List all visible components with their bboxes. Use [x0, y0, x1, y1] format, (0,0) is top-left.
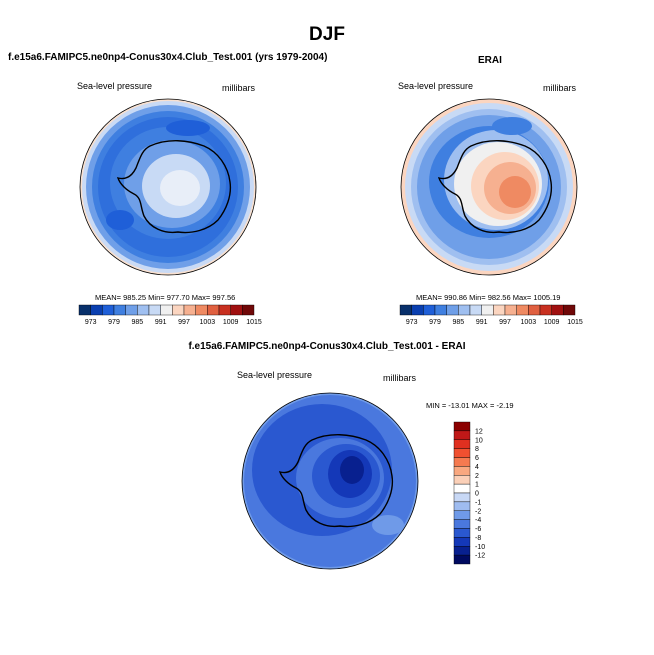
- colorbar-tick-label: 6: [475, 455, 479, 462]
- colorbar-swatch: [125, 304, 138, 316]
- model-variable-label: Sea-level pressure: [77, 81, 153, 91]
- obs-panel-title: ERAI: [478, 55, 502, 66]
- obs-variable-label: Sea-level pressure: [398, 81, 474, 91]
- diff-panel-title: f.e15a6.FAMIPC5.ne0np4-Conus30x4.Club_Te…: [188, 341, 466, 352]
- colorbar-tick-label: 985: [452, 319, 464, 326]
- colorbar-swatch: [411, 304, 424, 316]
- model-colorbar: 973 979 985 991 997 1003 1009 1015: [78, 304, 262, 326]
- colorbar-swatch: [218, 304, 231, 316]
- colorbar-tick-label: 985: [131, 319, 143, 326]
- colorbar-swatch: [453, 421, 471, 432]
- colorbar-swatch: [528, 304, 541, 316]
- model-panel-title: f.e15a6.FAMIPC5.ne0np4-Conus30x4.Club_Te…: [8, 52, 328, 63]
- colorbar-swatch: [516, 304, 529, 316]
- colorbar-swatch: [551, 304, 564, 316]
- colorbar-tick-label: 973: [85, 319, 97, 326]
- diff-stats: MIN = -13.01 MAX = -2.19: [426, 401, 514, 410]
- colorbar-tick-label: 10: [475, 437, 483, 444]
- colorbar-swatch: [453, 510, 471, 520]
- colorbar-tick-label: 8: [475, 446, 479, 453]
- colorbar-swatch: [453, 466, 471, 476]
- colorbar-swatch: [504, 304, 517, 316]
- diff-units-label: millibars: [383, 373, 417, 383]
- colorbar-swatch: [539, 304, 552, 316]
- colorbar-swatch: [453, 519, 471, 529]
- colorbar-swatch: [137, 304, 150, 316]
- colorbar-swatch: [172, 304, 185, 316]
- colorbar-swatch: [78, 304, 91, 316]
- colorbar-tick-label: 4: [475, 464, 479, 471]
- colorbar-swatch: [453, 483, 471, 494]
- colorbar-swatch: [453, 430, 471, 440]
- colorbar-tick-label: -4: [475, 517, 481, 524]
- colorbar-tick-label: -1: [475, 499, 481, 506]
- colorbar-tick-label: 1009: [223, 319, 239, 326]
- colorbar-swatch: [453, 492, 471, 503]
- colorbar-swatch: [453, 439, 471, 449]
- colorbar-tick-label: 12: [475, 428, 483, 435]
- colorbar-swatch: [453, 528, 471, 538]
- colorbar-swatch: [90, 304, 103, 316]
- colorbar-tick-label: -6: [475, 526, 481, 533]
- colorbar-swatch: [207, 304, 220, 316]
- model-stats: MEAN= 985.25 Min= 977.70 Max= 997.56: [95, 293, 236, 302]
- colorbar-tick-label: 997: [499, 319, 511, 326]
- colorbar-tick-label: 2: [475, 473, 479, 480]
- obs-stats: MEAN= 990.86 Min= 982.56 Max= 1005.19: [416, 293, 561, 302]
- colorbar-tick-label: -8: [475, 535, 481, 542]
- model-units-label: millibars: [222, 83, 256, 93]
- model-map: [79, 98, 257, 276]
- diff-map: [241, 392, 419, 570]
- colorbar-swatch: [446, 304, 459, 316]
- colorbar-swatch: [160, 304, 173, 316]
- colorbar-swatch: [434, 304, 447, 316]
- colorbar-swatch: [195, 304, 208, 316]
- colorbar-swatch: [242, 304, 255, 316]
- colorbar-swatch: [183, 304, 196, 316]
- colorbar-tick-label: 979: [429, 319, 441, 326]
- colorbar-swatch: [148, 304, 161, 316]
- obs-units-label: millibars: [543, 83, 577, 93]
- colorbar-tick-label: -2: [475, 508, 481, 515]
- colorbar-tick-label: 1015: [567, 319, 583, 326]
- obs-map: [400, 98, 578, 276]
- colorbar-swatch: [481, 304, 494, 316]
- colorbar-tick-label: 991: [155, 319, 167, 326]
- colorbar-swatch: [423, 304, 436, 316]
- colorbar-swatch: [453, 537, 471, 547]
- colorbar-swatch: [469, 304, 482, 316]
- colorbar-swatch: [113, 304, 126, 316]
- colorbar-swatch: [493, 304, 506, 316]
- colorbar-tick-label: 1015: [246, 319, 262, 326]
- colorbar-swatch: [453, 554, 471, 565]
- colorbar-tick-label: 997: [178, 319, 190, 326]
- colorbar-tick-label: -12: [475, 553, 485, 560]
- colorbar-tick-label: 0: [475, 491, 479, 498]
- colorbar-swatch: [230, 304, 243, 316]
- page-title: DJF: [309, 24, 345, 45]
- colorbar-tick-label: 1: [475, 482, 479, 489]
- colorbar-tick-label: -10: [475, 544, 485, 551]
- colorbar-swatch: [453, 546, 471, 556]
- colorbar-swatch: [563, 304, 576, 316]
- colorbar-tick-label: 979: [108, 319, 120, 326]
- colorbar-tick-label: 1003: [200, 319, 216, 326]
- colorbar-tick-label: 1003: [521, 319, 537, 326]
- colorbar-tick-label: 973: [406, 319, 418, 326]
- colorbar-swatch: [453, 448, 471, 458]
- colorbar-swatch: [453, 457, 471, 467]
- colorbar-swatch: [458, 304, 471, 316]
- colorbar-tick-label: 991: [476, 319, 488, 326]
- obs-colorbar: 973 979 985 991 997 1003 1009 1015: [399, 304, 583, 326]
- colorbar-swatch: [102, 304, 115, 316]
- colorbar-swatch: [399, 304, 412, 316]
- diff-variable-label: Sea-level pressure: [237, 370, 313, 380]
- colorbar-tick-label: 1009: [544, 319, 560, 326]
- colorbar-swatch: [453, 475, 471, 485]
- colorbar-swatch: [453, 501, 471, 511]
